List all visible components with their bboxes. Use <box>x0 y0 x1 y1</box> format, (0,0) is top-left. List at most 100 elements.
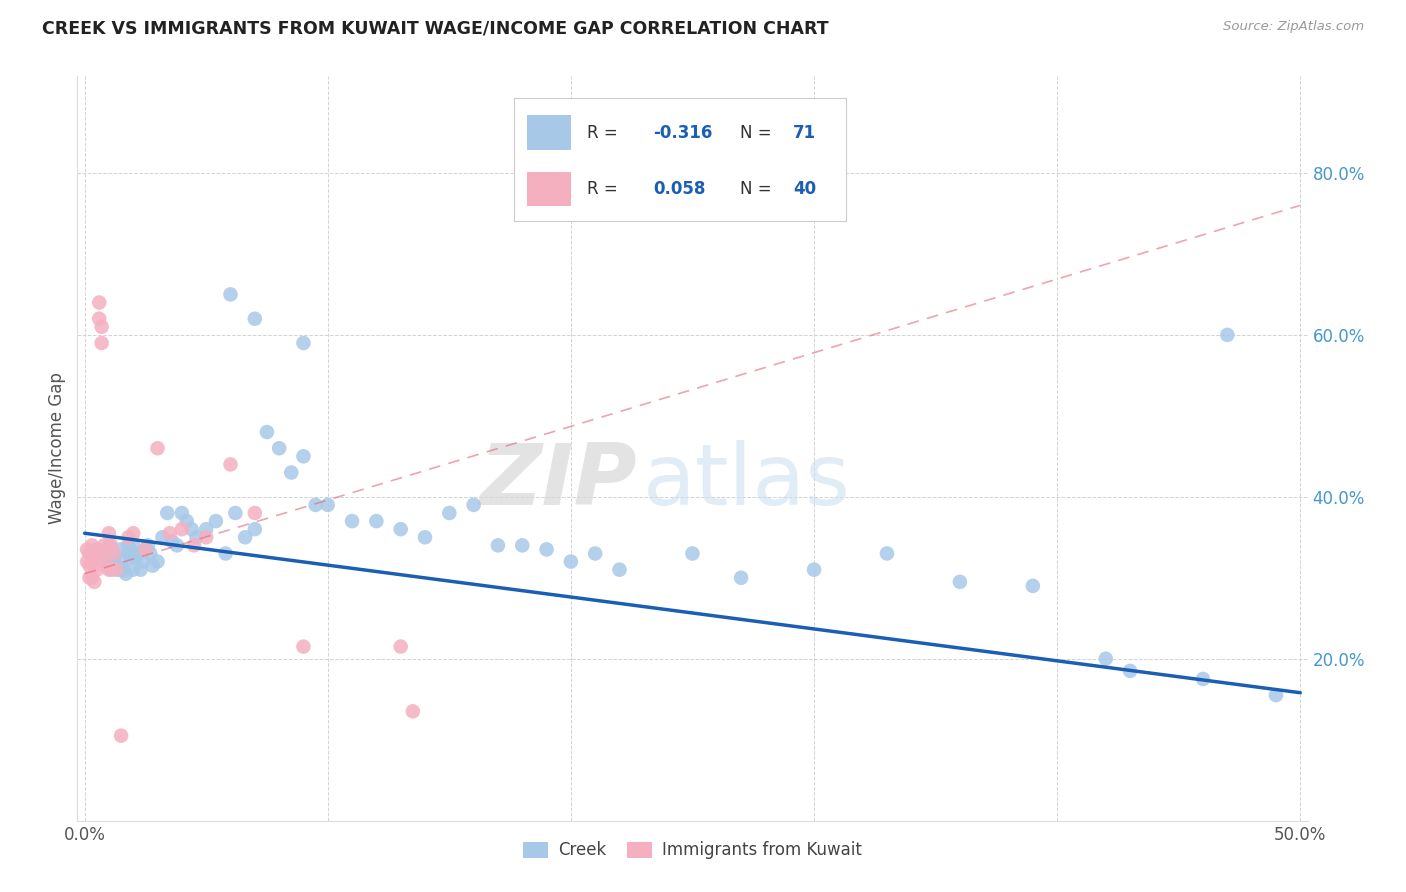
Point <box>136 538 159 552</box>
Point <box>366 514 388 528</box>
Point <box>224 506 246 520</box>
Point <box>243 311 266 326</box>
Point <box>96 555 118 569</box>
Point <box>183 538 205 552</box>
Point <box>83 574 105 589</box>
Point <box>142 558 165 573</box>
Text: CREEK VS IMMIGRANTS FROM KUWAIT WAGE/INCOME GAP CORRELATION CHART: CREEK VS IMMIGRANTS FROM KUWAIT WAGE/INC… <box>42 20 828 37</box>
Point <box>292 450 315 464</box>
Point <box>413 530 436 544</box>
Point <box>1216 327 1239 342</box>
Point <box>93 546 115 560</box>
Point <box>100 538 122 552</box>
Text: ZIP: ZIP <box>479 441 637 524</box>
Point <box>80 555 103 569</box>
Point <box>80 571 103 585</box>
Point <box>80 538 103 552</box>
Point <box>93 538 115 552</box>
Point <box>79 558 101 573</box>
Point <box>97 555 120 569</box>
Point <box>97 563 120 577</box>
Point <box>1265 688 1288 702</box>
Point <box>176 514 198 528</box>
Point <box>117 530 139 544</box>
Point <box>195 522 218 536</box>
Point <box>117 538 139 552</box>
Point <box>292 336 315 351</box>
Point <box>1192 672 1215 686</box>
Point <box>269 442 291 455</box>
Point <box>195 530 218 544</box>
Point <box>89 311 111 326</box>
Point <box>129 563 152 577</box>
Point <box>125 550 148 565</box>
Point <box>86 563 108 577</box>
Point <box>152 530 174 544</box>
Point <box>117 546 139 560</box>
Point <box>170 506 193 520</box>
Point <box>219 287 242 301</box>
Point <box>389 640 412 654</box>
Point <box>110 542 132 557</box>
Point <box>122 526 145 541</box>
Point <box>280 466 302 480</box>
Point <box>536 542 558 557</box>
Point <box>79 571 101 585</box>
Point <box>90 319 112 334</box>
Point <box>730 571 752 585</box>
Point <box>166 538 188 552</box>
Point <box>510 538 533 552</box>
Point <box>256 425 278 439</box>
Point <box>170 522 193 536</box>
Point <box>304 498 326 512</box>
Point <box>76 555 98 569</box>
Point <box>97 538 120 552</box>
Point <box>146 442 169 455</box>
Point <box>110 729 132 743</box>
Point <box>402 704 425 718</box>
Point <box>100 563 122 577</box>
Point <box>486 538 509 552</box>
Point <box>110 555 132 569</box>
Point <box>122 563 145 577</box>
Point <box>79 546 101 560</box>
Point <box>876 546 898 560</box>
Point <box>292 640 315 654</box>
Point <box>90 336 112 351</box>
Point <box>583 546 606 560</box>
Point <box>1119 664 1142 678</box>
Point <box>243 522 266 536</box>
Point <box>439 506 461 520</box>
Point <box>86 542 108 557</box>
Legend: Creek, Immigrants from Kuwait: Creek, Immigrants from Kuwait <box>517 835 868 866</box>
Point <box>103 546 125 560</box>
Point <box>96 558 118 573</box>
Point <box>243 506 266 520</box>
Point <box>1022 579 1045 593</box>
Point <box>97 526 120 541</box>
Point <box>105 558 128 573</box>
Point <box>214 546 236 560</box>
Point <box>105 563 128 577</box>
Point <box>1094 651 1116 665</box>
Point <box>127 546 149 560</box>
Point <box>86 550 108 565</box>
Point <box>112 563 135 577</box>
Point <box>389 522 412 536</box>
Point <box>103 550 125 565</box>
Point <box>219 458 242 472</box>
Point <box>156 506 179 520</box>
Point <box>122 538 145 552</box>
Point <box>186 530 208 544</box>
Point <box>316 498 339 512</box>
Point <box>83 558 105 573</box>
Point <box>93 550 115 565</box>
Point <box>86 542 108 557</box>
Point <box>159 526 181 541</box>
Point <box>160 534 183 549</box>
Point <box>146 555 169 569</box>
Point <box>120 550 142 565</box>
Point <box>233 530 256 544</box>
Text: atlas: atlas <box>644 441 851 524</box>
Point <box>134 542 156 557</box>
